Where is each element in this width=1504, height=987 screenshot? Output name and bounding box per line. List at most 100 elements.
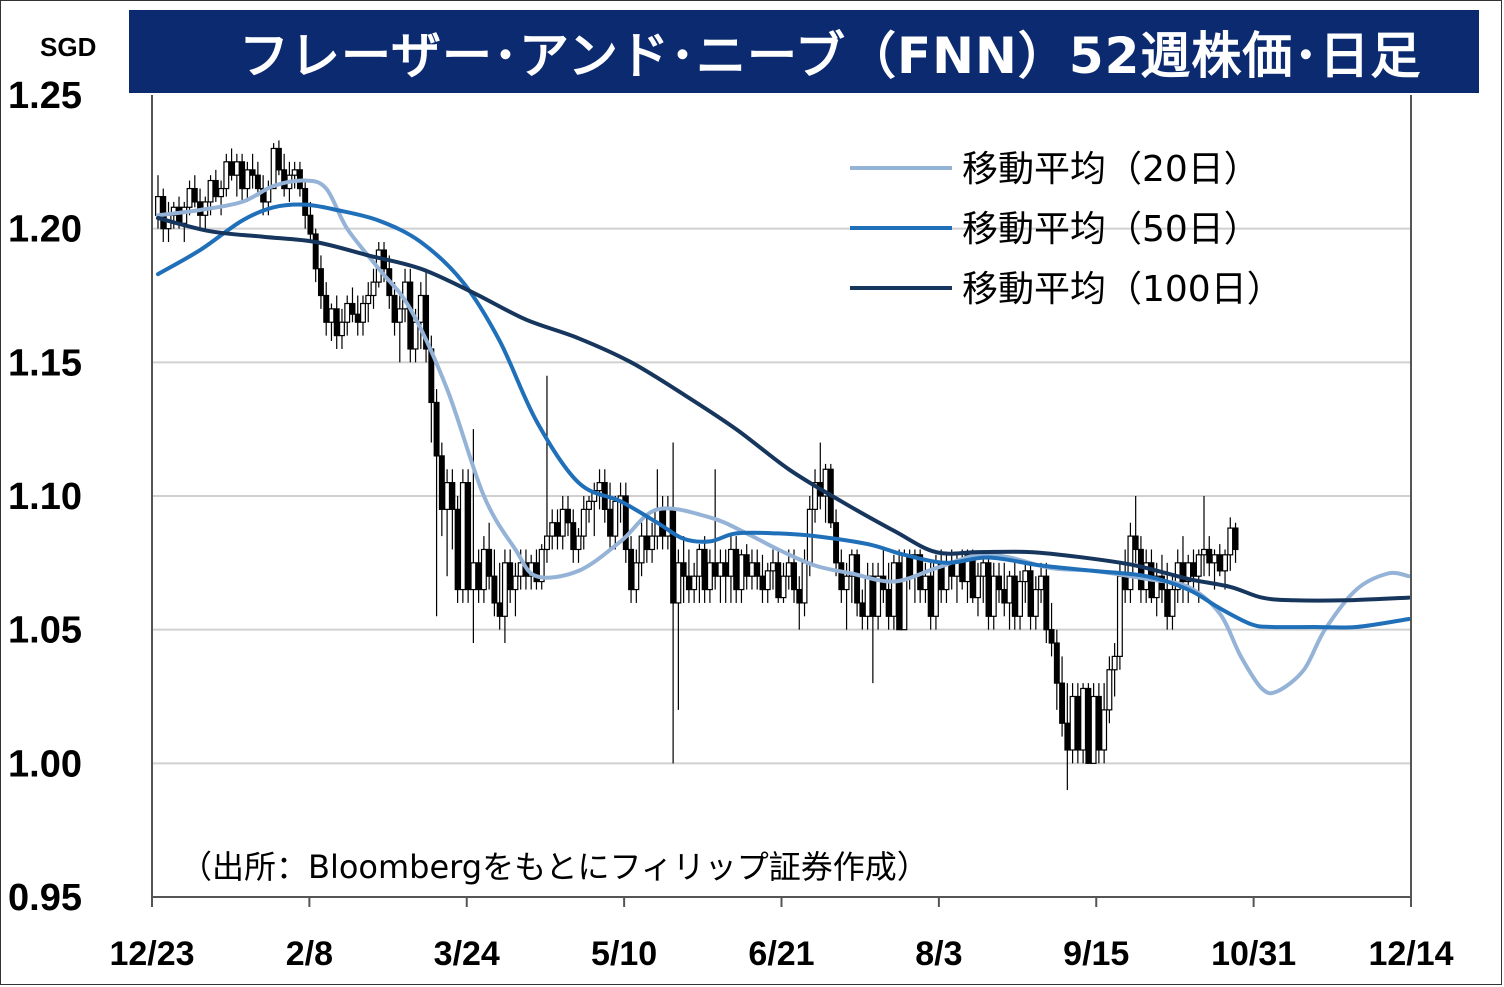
candle-body bbox=[1211, 554, 1218, 564]
candle-body bbox=[270, 147, 277, 190]
candle-body bbox=[864, 575, 871, 617]
candle-body bbox=[554, 522, 561, 537]
candle-body bbox=[643, 535, 650, 551]
candle-body bbox=[486, 548, 493, 577]
candle-body bbox=[1053, 642, 1060, 684]
candle-body bbox=[1137, 548, 1144, 591]
candle-body bbox=[212, 179, 219, 198]
candle-body bbox=[885, 588, 892, 617]
candle-body bbox=[859, 602, 866, 617]
candle-body bbox=[1090, 695, 1097, 764]
candle-body bbox=[1022, 570, 1029, 583]
candle-body bbox=[1001, 588, 1008, 604]
x-tick-label: 2/8 bbox=[286, 935, 333, 973]
candle-body bbox=[712, 562, 719, 577]
candle-body bbox=[706, 562, 713, 591]
candle-body bbox=[1116, 575, 1123, 658]
candle-body bbox=[759, 575, 766, 591]
candle-body bbox=[607, 508, 614, 537]
candle-body bbox=[223, 161, 230, 190]
candle-body bbox=[622, 495, 629, 551]
candle-body bbox=[680, 562, 687, 577]
candle-body bbox=[176, 206, 182, 224]
candle-body bbox=[754, 562, 761, 577]
candle-body bbox=[743, 554, 750, 577]
candle-body bbox=[538, 548, 545, 583]
candle-body bbox=[670, 508, 677, 604]
candle-body bbox=[1064, 722, 1071, 751]
candle-body bbox=[780, 575, 787, 599]
candle-body bbox=[791, 562, 797, 591]
candle-body bbox=[570, 522, 577, 551]
moving-averages bbox=[156, 178, 1411, 696]
candle-body bbox=[628, 548, 635, 591]
candle-body bbox=[339, 321, 345, 337]
candle-body bbox=[1195, 554, 1202, 577]
ma-line-20 bbox=[156, 178, 1411, 696]
candle-body bbox=[985, 562, 992, 617]
candle-body bbox=[365, 294, 372, 305]
candle-body bbox=[1111, 655, 1118, 671]
y-tick-label: 1.05 bbox=[8, 610, 82, 652]
candle-body bbox=[218, 187, 225, 198]
candle-body bbox=[701, 548, 708, 591]
candle-body bbox=[990, 575, 997, 617]
candle-body bbox=[1038, 575, 1045, 591]
x-tick-label: 6/21 bbox=[748, 935, 814, 973]
candle-body bbox=[155, 195, 161, 216]
y-tick-label: 1.20 bbox=[8, 209, 82, 251]
x-tick-label: 12/14 bbox=[1368, 935, 1453, 973]
candle-body bbox=[633, 562, 640, 591]
x-tick-label: 5/10 bbox=[591, 935, 657, 973]
candle-body bbox=[775, 562, 782, 599]
candle-body bbox=[612, 500, 619, 537]
candle-body bbox=[838, 562, 845, 591]
candle-body bbox=[444, 482, 451, 510]
ma-line-50 bbox=[156, 202, 1411, 630]
y-tick-label: 1.10 bbox=[8, 476, 82, 518]
candle-body bbox=[291, 169, 298, 176]
candle-body bbox=[254, 174, 261, 190]
candle-body bbox=[344, 302, 351, 323]
candle-body bbox=[302, 187, 309, 216]
candle-body bbox=[1074, 695, 1081, 751]
candle-body bbox=[875, 575, 882, 617]
candle-body bbox=[1080, 687, 1087, 751]
candle-body bbox=[685, 575, 692, 591]
candle-body bbox=[449, 482, 456, 510]
candle-body bbox=[470, 562, 477, 591]
candle-body bbox=[691, 575, 698, 591]
candle-body bbox=[1232, 527, 1239, 551]
y-tick-label: 0.95 bbox=[8, 877, 82, 919]
candle-body bbox=[638, 535, 645, 564]
x-tick-label: 12/23 bbox=[109, 935, 194, 973]
legend-label: 移動平均（100日） bbox=[962, 269, 1283, 310]
y-tick-label: 1.15 bbox=[8, 342, 82, 384]
candle-body bbox=[1027, 570, 1034, 617]
candle-body bbox=[1069, 695, 1076, 751]
candle-body bbox=[649, 535, 656, 551]
candle-body bbox=[764, 570, 771, 591]
candle-body bbox=[901, 554, 908, 631]
candle-body bbox=[454, 508, 461, 591]
candle-body bbox=[1043, 575, 1050, 631]
x-tick-label: 10/31 bbox=[1211, 935, 1296, 973]
candle-body bbox=[565, 508, 571, 524]
candle-body bbox=[922, 575, 929, 591]
candle-body bbox=[1101, 709, 1108, 751]
candle-body bbox=[281, 169, 288, 190]
candle-body bbox=[1032, 588, 1039, 617]
x-tick-label: 3/24 bbox=[434, 935, 500, 973]
candle-body bbox=[1006, 575, 1013, 604]
candle-body bbox=[459, 482, 466, 591]
candle-body bbox=[1106, 669, 1113, 711]
candle-body bbox=[722, 562, 729, 577]
candle-body bbox=[391, 294, 398, 323]
candle-body bbox=[1190, 562, 1197, 577]
candle-body bbox=[233, 161, 240, 176]
candle-body bbox=[496, 602, 503, 617]
candle-body bbox=[1048, 629, 1055, 644]
unit-label: SGD bbox=[40, 32, 96, 62]
candle-body bbox=[796, 588, 803, 604]
